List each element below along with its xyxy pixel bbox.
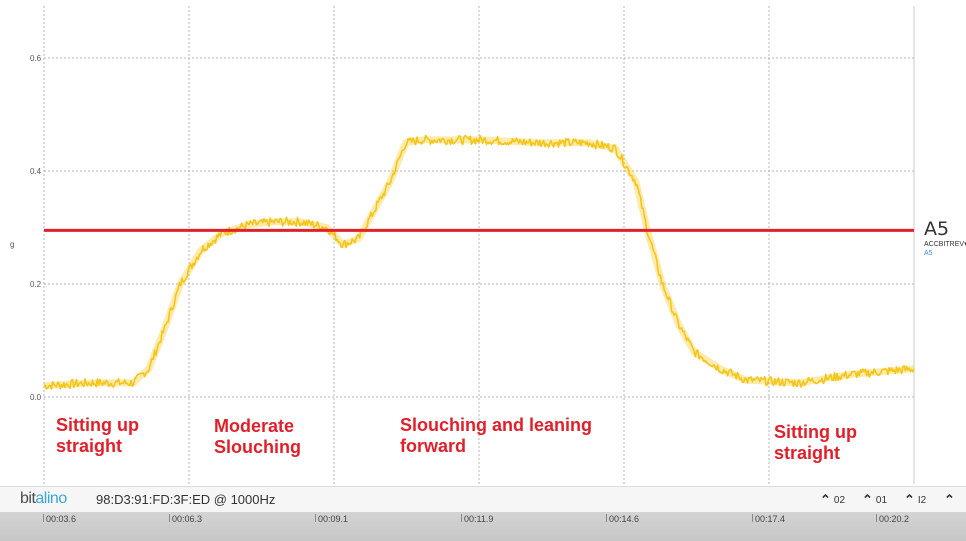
time-tick-label: 00:06.3 [168,514,203,524]
time-tick-label: 00:20.2 [875,514,910,524]
annotation-line: forward [400,436,467,456]
annotation-line: Slouching [214,437,301,457]
chevron-up-icon: ⌃ [862,492,873,507]
y-axis-unit-label: g [10,240,15,249]
status-bar: bitalino 98:D3:91:FD:3F:ED @ 1000Hz ⌃ 02… [0,486,966,513]
channel-sub-label: A5 [924,250,933,257]
annotation-line: Sitting up [56,415,139,435]
annotation-line: Sitting up [774,422,857,442]
signal-line [43,134,915,390]
y-tick-label: 0.0 [30,393,42,402]
annotation-sitting-straight-end: Sitting up straight [774,422,857,464]
bitalino-logo: bitalino [20,490,67,507]
channel-toggle-02[interactable]: ⌃ 02 [820,492,846,507]
time-axis[interactable]: 00:03.6 00:06.3 00:09.1 00:11.9 00:14.6 00:17… [0,512,966,541]
time-tick-label: 00:17.4 [751,514,786,524]
device-address: 98:D3:91:FD:3F:ED @ 1000Hz [96,492,276,507]
chevron-up-icon: ⌃ [944,492,955,507]
annotation-slouching-leaning: Slouching and leaning forward [400,415,592,457]
annotation-moderate-slouching: Moderate Slouching [214,416,301,458]
channel-sensor-type[interactable]: ACCBITREV▾ [924,241,966,248]
channel-toggle-01[interactable]: ⌃ 01 [862,492,888,507]
annotation-line: Slouching and leaning [400,415,593,435]
annotation-line: straight [774,443,841,463]
y-tick-label: 0.2 [30,280,42,289]
chevron-up-icon: ⌃ [904,492,915,507]
channel-toggle-extra[interactable]: ⌃ [944,490,958,510]
signal-plot[interactable]: 0.0 0.2 0.4 0.6 g Sitting up straight Moder… [0,0,966,486]
y-tick-label: 0.4 [30,167,42,176]
channel-name: A5 [924,218,950,240]
channel-label-panel[interactable]: A5 ACCBITREV▾ A5 [924,218,966,258]
y-tick-label: 0.6 [30,54,42,63]
signal-chart: 0.0 0.2 0.4 0.6 [30,6,915,484]
chevron-up-icon: ⌃ [820,492,831,507]
annotation-sitting-straight-start: Sitting up straight [56,415,139,457]
time-tick-label: 00:09.1 [314,514,349,524]
annotation-line: straight [56,436,123,456]
time-tick-label: 00:11.9 [460,514,494,524]
annotation-line: Moderate [214,416,295,436]
channel-toggle-i2[interactable]: ⌃ I2 [904,492,927,507]
time-tick-label: 00:14.6 [605,514,640,524]
dropdown-caret-icon[interactable]: ▾ [964,241,966,248]
time-tick-label: 00:03.6 [42,514,77,524]
